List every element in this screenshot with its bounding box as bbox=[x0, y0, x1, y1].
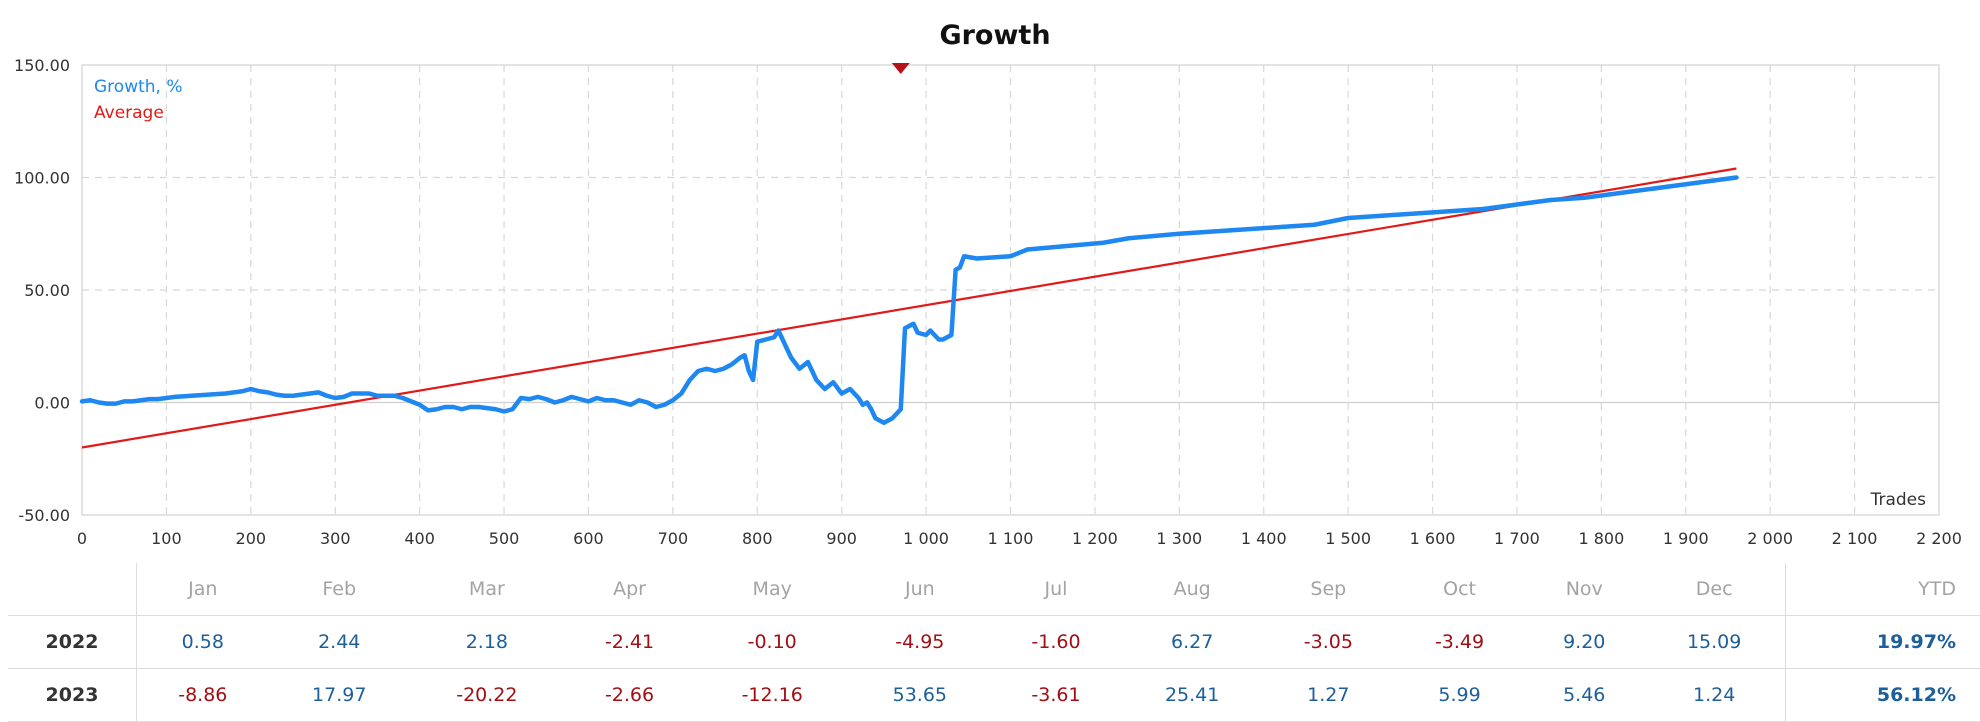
month-column-header: Oct bbox=[1394, 563, 1525, 616]
x-tick-label: 100 bbox=[151, 529, 182, 548]
month-return-cell: -0.10 bbox=[695, 616, 849, 669]
year-cell: 2023 bbox=[8, 669, 137, 722]
x-tick-label: 2 100 bbox=[1832, 529, 1878, 548]
x-tick-label: 1 000 bbox=[903, 529, 949, 548]
month-return-cell: 0.58 bbox=[137, 616, 269, 669]
trade-marker-icon bbox=[892, 63, 910, 74]
month-return-cell: -2.66 bbox=[564, 669, 695, 722]
y-tick-label: 150.00 bbox=[14, 56, 70, 75]
month-column-header: May bbox=[695, 563, 849, 616]
month-return-cell: 2.18 bbox=[410, 616, 564, 669]
x-tick-label: 1 800 bbox=[1578, 529, 1624, 548]
x-tick-label: 2 000 bbox=[1747, 529, 1793, 548]
x-axis-label: Trades bbox=[1870, 490, 1927, 510]
x-tick-label: 1 900 bbox=[1663, 529, 1709, 548]
ytd-cell: 19.97% bbox=[1786, 616, 1980, 669]
month-return-cell: -4.95 bbox=[849, 616, 990, 669]
year-column-header bbox=[8, 563, 137, 616]
x-tick-label: 200 bbox=[236, 529, 267, 548]
month-return-cell: -3.61 bbox=[990, 669, 1121, 722]
x-tick-label: 2 200 bbox=[1916, 529, 1962, 548]
month-return-cell: 53.65 bbox=[849, 669, 990, 722]
month-return-cell: 6.27 bbox=[1122, 616, 1263, 669]
y-axis-ticks: -50.00 0.00 50.00 100.00 150.00 bbox=[14, 56, 70, 525]
x-tick-label: 0 bbox=[77, 529, 87, 548]
month-return-cell: -1.60 bbox=[990, 616, 1121, 669]
month-return-cell: 5.46 bbox=[1525, 669, 1643, 722]
x-tick-label: 1 200 bbox=[1072, 529, 1118, 548]
month-return-cell: -12.16 bbox=[695, 669, 849, 722]
month-return-cell: -2.41 bbox=[564, 616, 695, 669]
month-return-cell: -3.49 bbox=[1394, 616, 1525, 669]
x-tick-label: 1 600 bbox=[1410, 529, 1456, 548]
y-tick-label: 0.00 bbox=[34, 394, 70, 413]
month-return-cell: -20.22 bbox=[410, 669, 564, 722]
month-return-cell: -3.05 bbox=[1263, 616, 1394, 669]
month-column-header: Feb bbox=[269, 563, 410, 616]
month-column-header: Jan bbox=[137, 563, 269, 616]
chart-title: Growth bbox=[939, 20, 1050, 51]
x-tick-label: 1 400 bbox=[1241, 529, 1287, 548]
ytd-cell: 56.12% bbox=[1786, 669, 1980, 722]
x-tick-label: 1 300 bbox=[1156, 529, 1202, 548]
month-return-cell: 5.99 bbox=[1394, 669, 1525, 722]
x-tick-label: 900 bbox=[826, 529, 857, 548]
legend-average: Average bbox=[94, 103, 164, 123]
series-line-growth bbox=[82, 178, 1736, 423]
x-tick-label: 800 bbox=[742, 529, 773, 548]
month-column-header: Aug bbox=[1122, 563, 1263, 616]
x-axis-ticks: 0 100 200 300 400 500 600 700 800 900 1 000 1 100 1 … bbox=[77, 529, 1962, 548]
x-tick-label: 1 100 bbox=[988, 529, 1034, 548]
legend-growth: Growth, % bbox=[94, 77, 183, 97]
series bbox=[82, 169, 1736, 448]
month-column-header: Apr bbox=[564, 563, 695, 616]
month-return-cell: 9.20 bbox=[1525, 616, 1643, 669]
month-return-cell: 15.09 bbox=[1643, 616, 1785, 669]
x-tick-label: 500 bbox=[489, 529, 520, 548]
month-return-cell: 17.97 bbox=[269, 669, 410, 722]
y-tick-label: 100.00 bbox=[14, 169, 70, 188]
x-tick-label: 1 700 bbox=[1494, 529, 1540, 548]
x-tick-label: 600 bbox=[573, 529, 604, 548]
x-tick-label: 700 bbox=[658, 529, 689, 548]
month-return-cell: 25.41 bbox=[1122, 669, 1263, 722]
month-return-cell: 2.44 bbox=[269, 616, 410, 669]
month-return-cell: 1.24 bbox=[1643, 669, 1785, 722]
month-return-cell: -8.86 bbox=[137, 669, 269, 722]
month-column-header: Mar bbox=[410, 563, 564, 616]
month-column-header: Sep bbox=[1263, 563, 1394, 616]
y-tick-label: -50.00 bbox=[18, 506, 70, 525]
x-tick-label: 1 500 bbox=[1325, 529, 1371, 548]
month-column-header: Jul bbox=[990, 563, 1121, 616]
x-tick-label: 400 bbox=[404, 529, 435, 548]
growth-chart: Growth -50.00 0.00 50.00 100.00 150.00 0 100 2… bbox=[0, 0, 1980, 560]
year-cell: 2022 bbox=[8, 616, 137, 669]
x-tick-label: 300 bbox=[320, 529, 351, 548]
month-column-header: Jun bbox=[849, 563, 990, 616]
month-return-cell: 1.27 bbox=[1263, 669, 1394, 722]
y-tick-label: 50.00 bbox=[24, 281, 70, 300]
ytd-column-header: YTD bbox=[1786, 563, 1980, 616]
month-column-header: Dec bbox=[1643, 563, 1785, 616]
month-column-header: Nov bbox=[1525, 563, 1643, 616]
